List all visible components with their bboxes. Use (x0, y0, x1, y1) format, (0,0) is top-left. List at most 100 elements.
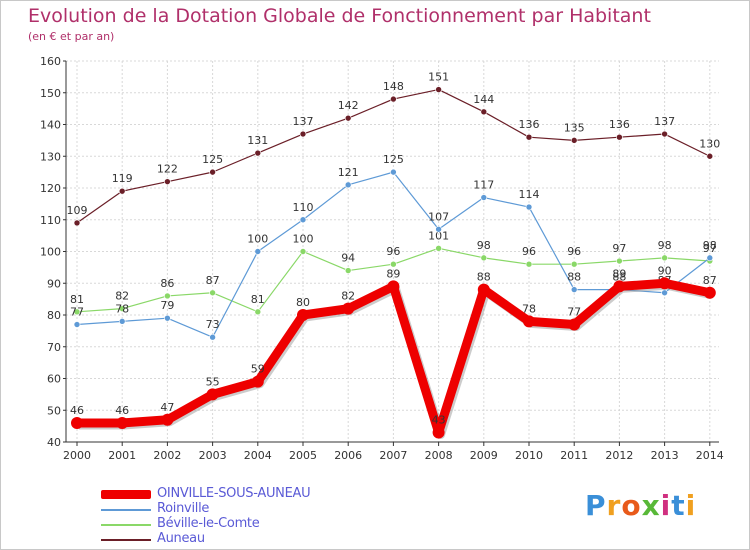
legend-swatch-roinville (101, 508, 151, 511)
logo-letter: P (585, 489, 607, 522)
data-point-beville-le-comte (73, 308, 81, 316)
data-point-oinville-sous-auneau (568, 318, 581, 331)
data-label-oinville-sous-auneau: 88 (477, 271, 491, 284)
chart-subtitle: (en € et par an) (28, 30, 115, 43)
y-tick-label: 150 (40, 87, 61, 100)
data-point-auneau (525, 133, 533, 141)
data-point-roinville (344, 181, 352, 189)
data-label-beville-le-comte: 101 (428, 229, 449, 242)
data-label-auneau: 130 (699, 137, 720, 150)
data-point-roinville (299, 216, 307, 224)
logo-letter: o (621, 489, 642, 522)
data-point-beville-le-comte (435, 245, 442, 252)
data-label-auneau: 136 (609, 118, 630, 131)
data-point-beville-le-comte (390, 260, 397, 268)
data-label-auneau: 144 (473, 93, 494, 106)
data-point-oinville-sous-auneau (71, 416, 83, 429)
x-tick-label: 2013 (651, 449, 679, 462)
data-label-roinville: 117 (473, 179, 494, 192)
data-point-oinville-sous-auneau (703, 286, 716, 299)
legend-swatch-oinville (101, 490, 151, 499)
data-label-oinville-sous-auneau: 80 (296, 296, 310, 309)
x-tick-label: 2002 (153, 449, 181, 462)
data-label-roinville: 100 (247, 233, 268, 246)
data-point-auneau (254, 149, 262, 157)
y-tick-label: 70 (47, 341, 61, 354)
data-point-beville-le-comte (299, 248, 307, 255)
legend-label-roinville: Roinville (157, 501, 210, 516)
y-tick-label: 130 (40, 150, 61, 163)
data-point-oinville-sous-auneau (116, 416, 129, 429)
data-label-beville-le-comte: 81 (70, 293, 84, 306)
legend-label-auneau: Auneau (157, 531, 205, 546)
legend-item-auneau[interactable]: Auneau (101, 531, 401, 547)
x-tick-label: 2006 (334, 449, 362, 462)
x-tick-label: 2007 (379, 449, 407, 462)
data-point-roinville (706, 254, 714, 262)
data-label-beville-le-comte: 96 (567, 245, 581, 258)
x-tick-label: 2009 (470, 449, 498, 462)
data-label-roinville: 125 (383, 153, 404, 166)
x-tick-label: 2000 (63, 449, 91, 462)
y-tick-label: 40 (47, 436, 61, 449)
data-point-auneau (73, 219, 81, 227)
data-point-beville-le-comte (164, 292, 171, 300)
y-tick-label: 160 (40, 55, 61, 68)
x-tick-label: 2005 (289, 449, 317, 462)
legend-item-oinville[interactable]: OINVILLE-SOUS-AUNEAU (101, 486, 401, 502)
data-label-beville-le-comte: 100 (293, 233, 314, 246)
legend-label-beville: Béville-le-Comte (157, 516, 260, 531)
data-label-beville-le-comte: 97 (703, 242, 717, 255)
data-point-auneau (118, 187, 126, 195)
data-label-beville-le-comte: 97 (612, 242, 626, 255)
data-point-auneau (616, 133, 623, 141)
data-label-oinville-sous-auneau: 89 (386, 267, 400, 280)
data-label-roinville: 98 (703, 239, 717, 252)
x-tick-label: 2012 (605, 449, 633, 462)
data-point-oinville-sous-auneau (342, 302, 355, 315)
data-label-beville-le-comte: 86 (160, 277, 174, 290)
data-point-roinville (209, 333, 216, 341)
data-point-auneau (661, 130, 668, 138)
data-label-auneau: 109 (67, 204, 88, 217)
data-label-beville-le-comte: 96 (522, 245, 536, 258)
data-point-auneau (209, 168, 216, 176)
data-label-auneau: 136 (519, 118, 540, 131)
data-point-auneau (570, 137, 578, 144)
data-point-auneau (480, 108, 488, 116)
data-point-auneau (435, 86, 442, 93)
data-point-beville-le-comte (525, 260, 533, 268)
data-label-roinville: 88 (567, 271, 581, 284)
data-point-roinville (435, 225, 442, 233)
data-point-beville-le-comte (480, 254, 488, 262)
data-point-oinville-sous-auneau (523, 315, 535, 328)
data-label-roinville: 110 (293, 201, 314, 214)
x-tick-label: 2004 (244, 449, 272, 462)
data-label-beville-le-comte: 87 (206, 274, 220, 287)
data-label-oinville-sous-auneau: 90 (658, 264, 672, 277)
data-point-oinville-sous-auneau (251, 375, 264, 388)
data-label-beville-le-comte: 94 (341, 252, 355, 265)
data-label-roinville: 88 (612, 271, 626, 284)
data-point-oinville-sous-auneau (387, 280, 400, 293)
data-label-auneau: 137 (293, 115, 314, 128)
x-tick-label: 2014 (696, 449, 724, 462)
data-label-oinville-sous-auneau: 43 (432, 413, 446, 426)
data-label-auneau: 137 (654, 115, 675, 128)
proxiti-logo: Proxiti (585, 489, 696, 522)
data-label-beville-le-comte: 81 (251, 293, 265, 306)
data-point-auneau (706, 152, 714, 160)
data-label-auneau: 135 (564, 121, 585, 134)
legend-item-roinville[interactable]: Roinville (101, 501, 401, 517)
y-tick-label: 140 (40, 119, 61, 132)
data-point-beville-le-comte (344, 267, 352, 274)
data-label-beville-le-comte: 82 (115, 290, 129, 303)
data-label-beville-le-comte: 98 (477, 239, 491, 252)
legend-item-beville[interactable]: Béville-le-Comte (101, 516, 401, 532)
y-tick-label: 80 (47, 309, 61, 322)
data-label-oinville-sous-auneau: 82 (341, 290, 355, 303)
data-label-oinville-sous-auneau: 77 (567, 306, 581, 319)
data-label-oinville-sous-auneau: 55 (206, 375, 220, 388)
